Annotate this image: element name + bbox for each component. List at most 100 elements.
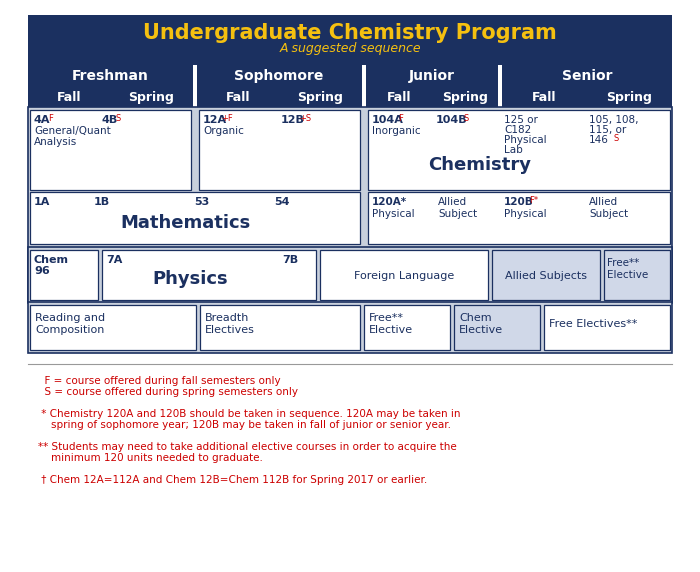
- Bar: [28, 87, 110, 107]
- Text: Free Electives**: Free Electives**: [549, 319, 638, 329]
- Bar: [30, 110, 191, 190]
- Bar: [587, 87, 672, 107]
- Text: 1B: 1B: [94, 197, 110, 207]
- Text: Subject: Subject: [438, 209, 477, 219]
- Text: Reading and: Reading and: [35, 313, 105, 323]
- Bar: [102, 250, 316, 300]
- Bar: [28, 302, 672, 353]
- Text: Analysis: Analysis: [34, 137, 77, 147]
- Text: 105, 108,: 105, 108,: [589, 115, 638, 125]
- Text: 125 or: 125 or: [504, 115, 538, 125]
- Text: Organic: Organic: [203, 126, 244, 136]
- Text: Fall: Fall: [532, 91, 556, 104]
- Text: Fall: Fall: [57, 91, 81, 104]
- Text: Inorganic: Inorganic: [372, 126, 421, 136]
- Bar: [368, 192, 670, 244]
- Text: Physical: Physical: [504, 209, 547, 219]
- Bar: [320, 250, 488, 300]
- Text: Sophomore: Sophomore: [234, 69, 323, 83]
- Text: spring of sophomore year; 120B may be taken in fall of junior or senior year.: spring of sophomore year; 120B may be ta…: [38, 420, 451, 430]
- Bar: [454, 305, 540, 350]
- Text: Foreign Language: Foreign Language: [354, 271, 454, 281]
- Text: minimum 120 units needed to graduate.: minimum 120 units needed to graduate.: [38, 453, 263, 463]
- Text: Fall: Fall: [225, 91, 251, 104]
- Text: S = course offered during spring semesters only: S = course offered during spring semeste…: [38, 387, 298, 397]
- Bar: [199, 110, 360, 190]
- Text: Elective: Elective: [369, 325, 413, 335]
- Text: Fall: Fall: [386, 91, 412, 104]
- Text: ** Students may need to take additional elective courses in order to acquire the: ** Students may need to take additional …: [38, 442, 456, 452]
- Text: S: S: [613, 134, 618, 143]
- Bar: [197, 65, 362, 87]
- Text: Elective: Elective: [607, 270, 648, 280]
- Text: Mathematics: Mathematics: [120, 214, 251, 232]
- Bar: [364, 305, 450, 350]
- Text: Chem: Chem: [34, 255, 69, 265]
- Text: +F: +F: [221, 114, 232, 123]
- Text: 4A: 4A: [34, 115, 50, 125]
- Text: Spring: Spring: [128, 91, 174, 104]
- Text: F: F: [398, 114, 403, 123]
- Bar: [604, 250, 670, 300]
- Text: Junior: Junior: [409, 69, 455, 83]
- Text: Subject: Subject: [589, 209, 628, 219]
- Text: Undergraduate Chemistry Program: Undergraduate Chemistry Program: [143, 23, 557, 43]
- Bar: [368, 110, 670, 190]
- Bar: [30, 192, 360, 244]
- Text: General/Quant: General/Quant: [34, 126, 111, 136]
- Text: Spring: Spring: [297, 91, 343, 104]
- Text: F: F: [48, 114, 53, 123]
- Text: Free**: Free**: [369, 313, 404, 323]
- Text: Elective: Elective: [459, 325, 503, 335]
- Text: 104A: 104A: [372, 115, 404, 125]
- Text: Physical: Physical: [372, 209, 414, 219]
- Text: S: S: [463, 114, 468, 123]
- Text: F = course offered during fall semesters only: F = course offered during fall semesters…: [38, 376, 281, 386]
- Text: Spring: Spring: [606, 91, 652, 104]
- Text: +S: +S: [299, 114, 311, 123]
- Text: Physical: Physical: [504, 135, 547, 145]
- Text: 7B: 7B: [282, 255, 298, 265]
- Text: A suggested sequence: A suggested sequence: [279, 42, 421, 55]
- Text: 96: 96: [34, 266, 50, 276]
- Text: Allied: Allied: [438, 197, 467, 207]
- Text: 120B: 120B: [504, 197, 533, 207]
- Bar: [30, 305, 196, 350]
- Text: Breadth: Breadth: [205, 313, 249, 323]
- Text: 146: 146: [589, 135, 609, 145]
- Text: F*: F*: [529, 196, 538, 205]
- Bar: [28, 65, 193, 87]
- Bar: [502, 87, 587, 107]
- Bar: [432, 87, 498, 107]
- Text: 1A: 1A: [34, 197, 50, 207]
- Text: Chem: Chem: [459, 313, 491, 323]
- Text: Allied: Allied: [589, 197, 618, 207]
- Text: Electives: Electives: [205, 325, 255, 335]
- Text: Senior: Senior: [561, 69, 612, 83]
- Text: Freshman: Freshman: [71, 69, 148, 83]
- Text: Composition: Composition: [35, 325, 104, 335]
- Bar: [110, 87, 193, 107]
- Text: Allied Subjects: Allied Subjects: [505, 271, 587, 281]
- Bar: [492, 250, 600, 300]
- Text: 104B: 104B: [436, 115, 468, 125]
- Text: 115, or: 115, or: [589, 125, 626, 135]
- Text: Chemistry: Chemistry: [428, 156, 531, 174]
- Bar: [28, 107, 672, 302]
- Bar: [502, 65, 672, 87]
- Bar: [366, 87, 432, 107]
- Bar: [197, 87, 279, 107]
- Bar: [366, 65, 498, 87]
- Text: 7A: 7A: [106, 255, 122, 265]
- Text: Lab: Lab: [504, 145, 523, 155]
- Bar: [28, 15, 672, 65]
- Bar: [544, 305, 670, 350]
- Bar: [28, 247, 672, 303]
- Text: 120A*: 120A*: [372, 197, 407, 207]
- Text: C182: C182: [504, 125, 531, 135]
- Text: Free**: Free**: [607, 258, 639, 268]
- Text: 12B: 12B: [281, 115, 305, 125]
- Bar: [30, 250, 98, 300]
- Text: 4B: 4B: [102, 115, 118, 125]
- Text: S: S: [116, 114, 121, 123]
